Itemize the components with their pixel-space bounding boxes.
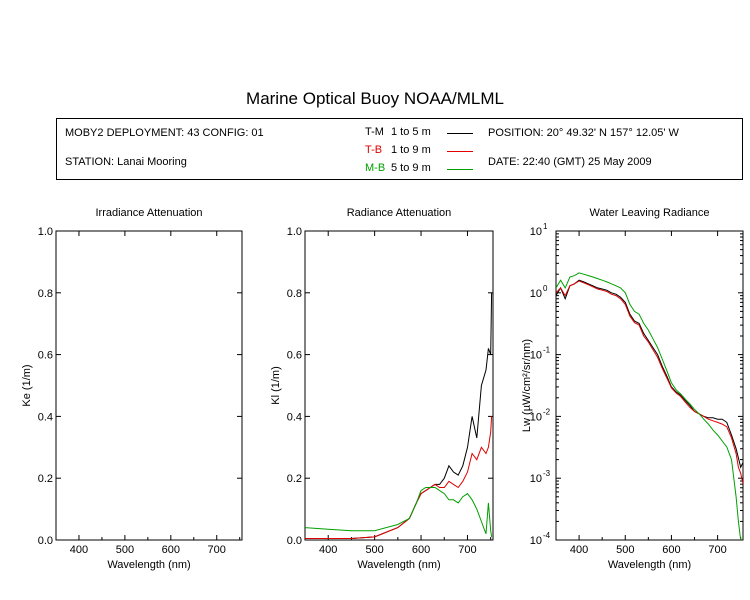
legend-range-mb: 5 to 9 m	[391, 162, 431, 174]
y-tick-label: 0.8	[287, 288, 302, 300]
x-tick-label: 600	[662, 544, 680, 556]
x-axis-label: Wavelength (nm)	[357, 559, 440, 571]
info-box: MOBY2 DEPLOYMENT: 43 CONFIG: 01 STATION:…	[56, 118, 743, 180]
x-tick-label: 400	[70, 544, 88, 556]
date-label: DATE: 22:40 (GMT) 25 May 2009	[488, 156, 652, 168]
panel-title: Irradiance Attenuation	[95, 207, 202, 219]
x-tick-label: 500	[365, 544, 383, 556]
y-tick-label: 0.6	[38, 350, 53, 362]
x-axis-label: Wavelength (nm)	[107, 559, 190, 571]
panel-title: Water Leaving Radiance	[589, 207, 709, 219]
y-tick-label: 0.0	[287, 535, 302, 547]
y-tick-exponent: -1	[543, 346, 551, 355]
plot-frame	[304, 230, 494, 541]
y-tick-label: 0.2	[287, 473, 302, 485]
panel-title: Radiance Attenuation	[347, 207, 452, 219]
legend-range-tm: 1 to 5 m	[391, 126, 431, 138]
series-t-m-line	[556, 279, 743, 469]
plot-frame	[555, 230, 744, 541]
legend-range-tb: 1 to 9 m	[391, 144, 431, 156]
y-tick-label: 10	[530, 226, 542, 238]
y-tick-label: 0.8	[38, 288, 53, 300]
y-axis-label: Ke (1/m)	[21, 364, 33, 406]
legend-code-mb: M-B	[365, 162, 386, 174]
y-tick-exponent: 1	[543, 222, 548, 231]
x-tick-label: 700	[208, 544, 226, 556]
x-tick-label: 600	[162, 544, 180, 556]
station-label: STATION: Lanai Mooring	[65, 156, 187, 168]
legend-line-tb	[447, 151, 473, 152]
deployment-label: MOBY2 DEPLOYMENT: 43 CONFIG: 01	[65, 127, 264, 139]
y-tick-label: 10	[530, 473, 542, 485]
x-tick-label: 700	[708, 544, 726, 556]
y-tick-label: 1.0	[287, 226, 302, 238]
position-label: POSITION: 20° 49.32' N 157° 12.05' W	[488, 127, 679, 139]
y-tick-label: 10	[530, 411, 542, 423]
series-t-m-line	[305, 292, 493, 539]
legend-line-mb	[447, 169, 473, 170]
y-axis-label: Lw (µW/cm²/sr/nm)	[521, 339, 533, 432]
y-tick-label: 0.4	[287, 411, 302, 423]
y-tick-label: 10	[530, 535, 542, 547]
y-tick-label: 0.0	[38, 535, 53, 547]
y-axis-label: Kl (1/m)	[270, 366, 282, 405]
x-tick-label: 700	[458, 544, 476, 556]
y-tick-label: 10	[530, 288, 542, 300]
chart-panel-1: Irradiance Attenuation 400 500 600 700 0.0 0.2…	[21, 207, 243, 571]
x-tick-label: 500	[616, 544, 634, 556]
chart-panel-2: Radiance Attenuation 400 500 600 700 0.0 0.2 0.…	[270, 207, 494, 571]
legend-code-tm: T-M	[365, 126, 384, 138]
x-tick-label: 600	[412, 544, 430, 556]
legend-line-tm	[447, 133, 473, 134]
series-t-b-line	[556, 280, 743, 485]
y-tick-label: 0.4	[38, 411, 53, 423]
y-tick-exponent: -2	[543, 407, 551, 416]
plot-frame	[55, 230, 243, 541]
y-tick-exponent: -3	[543, 469, 551, 478]
legend-code-tb: T-B	[365, 144, 383, 156]
y-tick-label: 0.2	[38, 473, 53, 485]
x-tick-label: 400	[319, 544, 337, 556]
x-tick-label: 400	[570, 544, 588, 556]
x-tick-label: 500	[116, 544, 134, 556]
y-tick-exponent: 0	[543, 284, 548, 293]
chart-title: Marine Optical Buoy NOAA/MLML	[246, 89, 504, 108]
y-tick-label: 1.0	[38, 226, 53, 238]
x-axis-label: Wavelength (nm)	[608, 559, 691, 571]
y-tick-exponent: -4	[543, 531, 551, 540]
series-m-b-line	[305, 487, 493, 537]
series-m-b-line	[556, 272, 742, 540]
y-tick-label: 0.6	[287, 350, 302, 362]
y-tick-label: 10	[530, 350, 542, 362]
series-t-b-line	[305, 416, 493, 539]
